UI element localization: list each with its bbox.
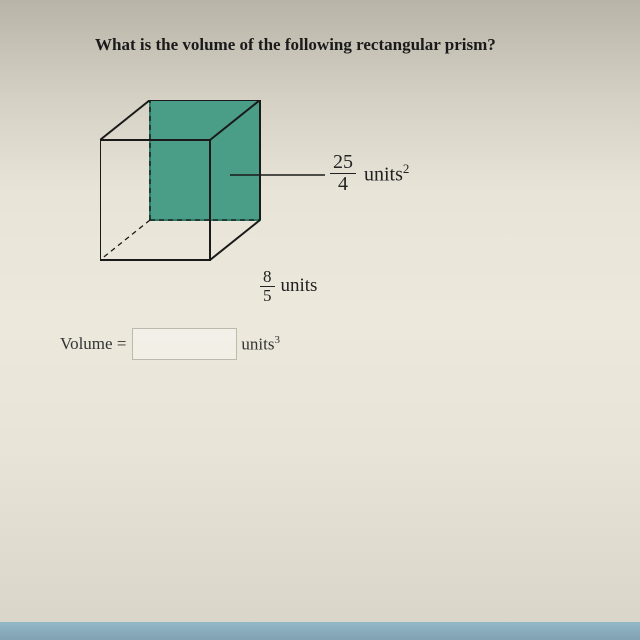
fraction-25-4: 25 4 — [330, 152, 356, 195]
cross-section-label: 25 4 units2 — [330, 152, 409, 195]
answer-units: units3 — [241, 334, 280, 355]
fraction-numerator: 25 — [330, 152, 356, 174]
answer-row: Volume = units3 — [60, 328, 280, 360]
volume-input[interactable] — [132, 328, 237, 360]
depth-units: units — [281, 275, 318, 297]
fraction-denominator: 4 — [335, 174, 351, 195]
volume-label: Volume = — [60, 334, 126, 354]
fraction-denominator: 5 — [260, 287, 275, 305]
diagram-area: 25 4 units2 8 5 units — [40, 100, 600, 360]
fraction-numerator: 8 — [260, 268, 275, 287]
cross-section-units: units2 — [364, 161, 409, 187]
taskbar — [0, 622, 640, 640]
question-text: What is the volume of the following rect… — [95, 35, 600, 55]
prism-diagram — [100, 100, 360, 300]
depth-label: 8 5 units — [260, 268, 317, 305]
fraction-8-5: 8 5 — [260, 268, 275, 305]
